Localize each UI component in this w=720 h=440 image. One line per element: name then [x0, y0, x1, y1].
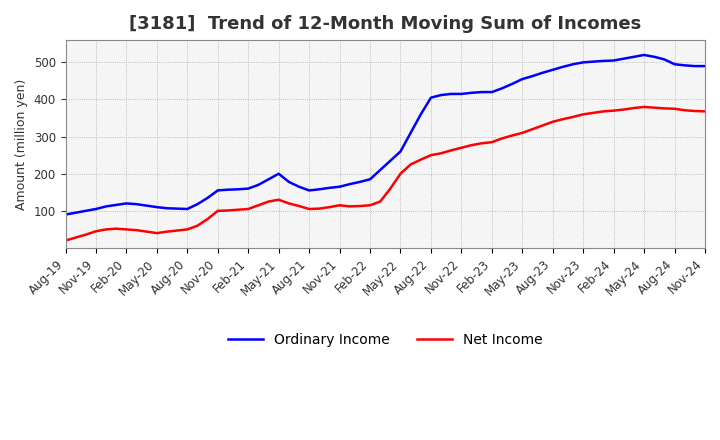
- Line: Ordinary Income: Ordinary Income: [66, 55, 705, 215]
- Y-axis label: Amount (million yen): Amount (million yen): [15, 78, 28, 210]
- Ordinary Income: [467, 90, 476, 95]
- Line: Net Income: Net Income: [66, 107, 705, 241]
- Ordinary Income: [416, 112, 425, 117]
- Net Income: [416, 157, 425, 162]
- Ordinary Income: [701, 63, 709, 69]
- Net Income: [325, 205, 334, 210]
- Ordinary Income: [143, 203, 151, 208]
- Ordinary Income: [61, 212, 70, 217]
- Net Income: [477, 141, 486, 146]
- Ordinary Income: [477, 89, 486, 95]
- Net Income: [61, 238, 70, 243]
- Legend: Ordinary Income, Net Income: Ordinary Income, Net Income: [222, 328, 548, 353]
- Net Income: [143, 229, 151, 234]
- Net Income: [467, 143, 476, 148]
- Ordinary Income: [640, 52, 649, 58]
- Net Income: [376, 199, 384, 204]
- Net Income: [640, 104, 649, 110]
- Ordinary Income: [376, 167, 384, 172]
- Title: [3181]  Trend of 12-Month Moving Sum of Incomes: [3181] Trend of 12-Month Moving Sum of I…: [129, 15, 642, 33]
- Net Income: [701, 109, 709, 114]
- Ordinary Income: [325, 185, 334, 191]
